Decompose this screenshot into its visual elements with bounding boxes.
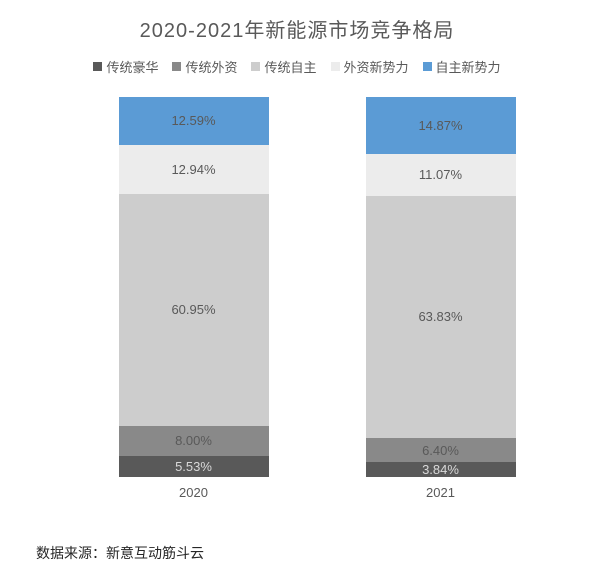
legend-label: 传统外资 [185, 57, 237, 76]
chart-title: 2020-2021年新能源市场竞争格局 [0, 14, 594, 43]
legend-item: 传统豪华 [93, 57, 158, 76]
legend-swatch-s5 [423, 62, 432, 71]
bar-column-2021: 14.87% 11.07% 63.83% 6.40% 3.84% 2021 [366, 97, 516, 500]
data-label: 6.40% [422, 443, 459, 458]
data-label: 11.07% [419, 167, 462, 182]
bar-segment-s3: 60.95% [119, 194, 269, 426]
data-label: 5.53% [175, 459, 212, 474]
legend-swatch-s2 [172, 62, 181, 71]
legend-label: 传统豪华 [106, 57, 158, 76]
data-label: 12.94% [171, 162, 215, 177]
data-label: 14.87% [418, 118, 462, 133]
legend-label: 传统自主 [264, 57, 316, 76]
x-axis-label: 2020 [179, 485, 208, 500]
data-label: 8.00% [175, 433, 212, 448]
bar-segment-s5: 14.87% [366, 97, 516, 154]
legend-swatch-s4 [331, 62, 340, 71]
chart-plot-area: 12.59% 12.94% 60.95% 8.00% 5.53% 2020 [70, 120, 564, 500]
bar-segment-s3: 63.83% [366, 196, 516, 439]
bar-segment-s2: 8.00% [119, 426, 269, 456]
data-label: 63.83% [418, 309, 462, 324]
bar-segment-s1: 3.84% [366, 462, 516, 477]
bar-segment-s4: 11.07% [366, 154, 516, 196]
data-label: 60.95% [171, 302, 215, 317]
legend-item: 传统外资 [172, 57, 237, 76]
legend-item: 自主新势力 [423, 57, 501, 76]
bar-column-2020: 12.59% 12.94% 60.95% 8.00% 5.53% 2020 [119, 97, 269, 500]
legend-swatch-s1 [93, 62, 102, 71]
data-label: 3.84% [422, 462, 459, 477]
bar-segment-s5: 12.59% [119, 97, 269, 145]
legend: 传统豪华 传统外资 传统自主 外资新势力 自主新势力 [0, 57, 594, 76]
source-attribution: 数据来源：新意互动筋斗云 [36, 543, 204, 563]
data-label: 12.59% [171, 113, 215, 128]
legend-item: 传统自主 [251, 57, 316, 76]
stacked-bar: 14.87% 11.07% 63.83% 6.40% 3.84% [366, 97, 516, 477]
legend-swatch-s3 [251, 62, 260, 71]
bar-segment-s2: 6.40% [366, 438, 516, 462]
x-axis-label: 2021 [426, 485, 455, 500]
legend-item: 外资新势力 [331, 57, 409, 76]
stacked-bar: 12.59% 12.94% 60.95% 8.00% 5.53% [119, 97, 269, 477]
legend-label: 自主新势力 [436, 57, 501, 76]
bar-segment-s1: 5.53% [119, 456, 269, 477]
legend-label: 外资新势力 [344, 57, 409, 76]
bars-container: 12.59% 12.94% 60.95% 8.00% 5.53% 2020 [70, 120, 564, 500]
bar-segment-s4: 12.94% [119, 145, 269, 194]
